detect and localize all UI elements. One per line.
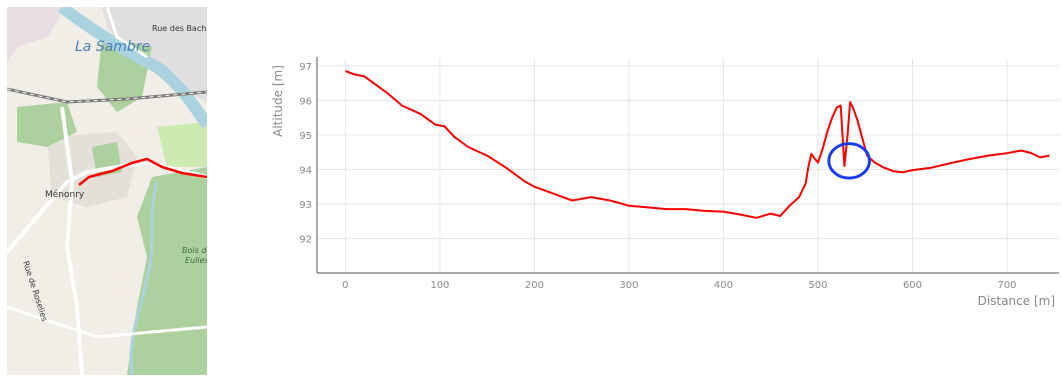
x-tick-label: 500 <box>808 280 827 291</box>
road <box>105 7 148 59</box>
map-urban-area <box>7 7 67 62</box>
road <box>7 159 207 254</box>
chart-grid <box>317 59 1059 273</box>
route-line <box>78 157 207 186</box>
map-meadow-area <box>157 122 207 167</box>
chart-tick-labels: 0 100 200 300 400 500 600 700 92 93 94 95 96 97 <box>299 62 1016 291</box>
map-label-street: Rue des Bach <box>152 24 206 33</box>
chart-axes <box>316 57 1059 274</box>
x-tick-label: 700 <box>997 280 1016 291</box>
x-axis-title: Distance [m] <box>978 294 1055 308</box>
y-tick-label: 97 <box>299 62 312 73</box>
map-label-wood: Bois de <box>182 246 207 255</box>
x-tick-label: 0 <box>342 280 348 291</box>
x-tick-label: 300 <box>619 280 638 291</box>
x-tick-label: 600 <box>903 280 922 291</box>
y-tick-label: 95 <box>299 131 312 142</box>
chart-annotations <box>827 142 871 180</box>
elevation-profile-chart: 0 100 200 300 400 500 600 700 92 93 94 95 96 97 Altit… <box>262 56 1062 318</box>
x-tick-label: 400 <box>714 280 733 291</box>
railway <box>7 88 207 103</box>
river-sambre <box>58 7 207 129</box>
y-tick-label: 94 <box>299 165 312 176</box>
map-label-wood: Eulies <box>185 256 207 265</box>
y-tick-label: 93 <box>299 200 312 211</box>
map-forest-area <box>127 167 207 375</box>
y-tick-label: 92 <box>299 234 312 245</box>
elevation-profile-plot: 0 100 200 300 400 500 600 700 92 93 94 95 96 97 Altit… <box>271 57 1059 308</box>
map-canvas: La Sambre Rue des Bach Ménonry Bois de E… <box>7 7 207 375</box>
y-axis-title: Altitude [m] <box>271 65 285 137</box>
map-label-town: Ménonry <box>45 189 85 200</box>
chart-series <box>345 70 1050 219</box>
road <box>7 305 207 339</box>
altitude-series-line <box>345 70 1050 219</box>
map-urban-area <box>102 7 207 102</box>
x-tick-label: 100 <box>430 280 449 291</box>
stream <box>129 181 159 375</box>
route-map[interactable]: La Sambre Rue des Bach Ménonry Bois de E… <box>7 7 207 375</box>
y-tick-label: 96 <box>299 96 312 107</box>
highlight-ellipse <box>827 142 871 180</box>
map-label-river: La Sambre <box>75 39 150 55</box>
x-tick-label: 200 <box>525 280 544 291</box>
